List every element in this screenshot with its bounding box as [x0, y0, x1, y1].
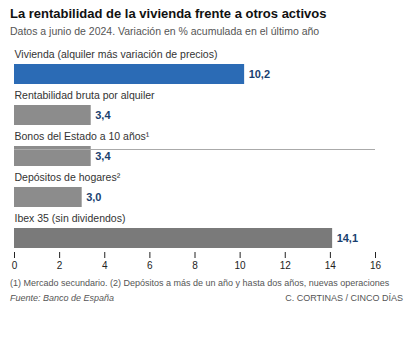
html-text:C. CORTINAS / CINCO DÍAS: C. CORTINAS / CINCO DÍAS	[285, 293, 403, 303]
svg-text:3,4: 3,4	[95, 109, 111, 121]
svg-text:Bonos del Estado a 10 años¹: Bonos del Estado a 10 años¹	[15, 130, 150, 142]
svg-text:6: 6	[147, 260, 153, 271]
svg-text:Ibex 35 (sin dividendos): Ibex 35 (sin dividendos)	[15, 212, 126, 224]
svg-text:3,0: 3,0	[86, 191, 101, 203]
svg-text:16: 16	[370, 260, 382, 271]
svg-text:10: 10	[235, 260, 247, 271]
html-text:(1) Mercado secundario. (2) De: (1) Mercado secundario. (2) Depósitos a …	[10, 278, 390, 288]
svg-text:Vivienda (alquiler más variaci: Vivienda (alquiler más variación de prec…	[15, 48, 218, 60]
html-text:Fuente: Banco de España: Fuente: Banco de España	[10, 293, 115, 303]
svg-text:12: 12	[280, 260, 292, 271]
svg-text:8: 8	[192, 260, 198, 271]
svg-text:10,2: 10,2	[249, 68, 270, 80]
svg-text:2: 2	[57, 260, 63, 271]
svg-text:Depósitos de hogares²: Depósitos de hogares²	[15, 171, 121, 183]
html-text:Datos a junio de 2024. Variaci: Datos a junio de 2024. Variación en % ac…	[10, 25, 320, 37]
svg-text:3,4: 3,4	[95, 150, 111, 162]
svg-text:14,1: 14,1	[337, 232, 358, 244]
html-text:La rentabilidad de la vivienda: La rentabilidad de la vivienda frente a …	[10, 6, 327, 21]
svg-text:14: 14	[325, 260, 337, 271]
svg-text:4: 4	[102, 260, 108, 271]
svg-text:0: 0	[12, 260, 18, 271]
svg-text:Rentabilidad bruta por alquile: Rentabilidad bruta por alquiler	[15, 89, 156, 101]
